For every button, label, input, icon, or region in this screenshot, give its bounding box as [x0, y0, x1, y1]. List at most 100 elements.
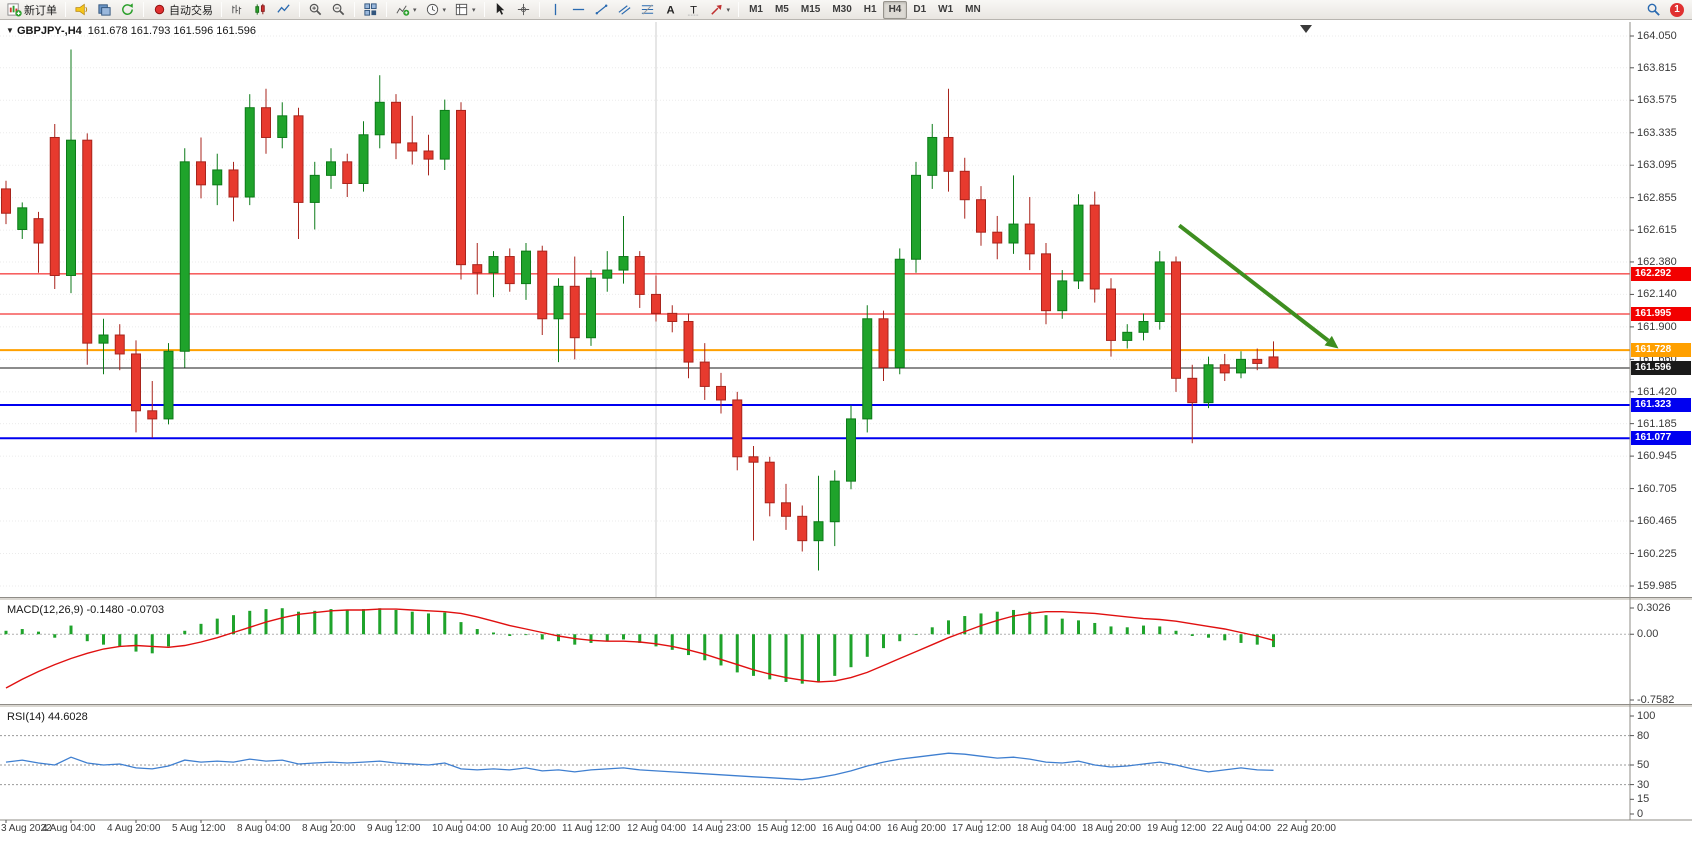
toolbar: 新订单 自动交易 ▾ ▾ ▾ A T ▾ M1 M5 M15 M30 H1 H4 D1 W1 MN 1	[0, 0, 1692, 20]
cursor-button[interactable]	[489, 1, 512, 19]
candle-body	[114, 334, 125, 355]
time-axis-label: 4 Aug 04:00	[42, 823, 96, 834]
time-axis-label: 5 Aug 12:00	[172, 823, 226, 834]
indicators-icon	[395, 2, 410, 17]
macd-bar	[1255, 634, 1259, 645]
timeframe-m30-button[interactable]: M30	[826, 1, 857, 19]
template-icon	[454, 2, 469, 17]
macd-bar	[183, 630, 187, 635]
macd-pane-splitter[interactable]	[0, 597, 1692, 601]
indicators-button[interactable]: ▾	[391, 1, 421, 19]
candle-body	[358, 134, 369, 184]
toolbar-separator	[483, 2, 485, 17]
chevron-down-icon: ▾	[413, 6, 417, 14]
toolbar-separator	[143, 2, 144, 17]
macd-axis-label: 0.00	[1637, 628, 1659, 641]
time-axis-label: 15 Aug 12:00	[757, 823, 816, 834]
timeframe-h4-button[interactable]: H4	[882, 0, 908, 19]
candle-body	[98, 334, 109, 344]
zoom-out-button[interactable]	[327, 1, 350, 19]
candle-body	[342, 161, 353, 184]
rsi-indicator-label: RSI(14) 44.6028	[7, 711, 88, 723]
macd-bar	[102, 634, 105, 645]
timeframe-m1-button[interactable]: M1	[743, 1, 769, 19]
price-tag: 161.995	[1631, 307, 1691, 322]
timeframe-d1-button[interactable]: D1	[907, 1, 932, 19]
arrows-button[interactable]: ▾	[705, 1, 735, 19]
chart-shift-marker[interactable]	[1300, 25, 1312, 33]
macd-bar	[280, 608, 284, 635]
rsi-pane-splitter[interactable]	[0, 704, 1692, 708]
label-icon: T	[686, 2, 701, 17]
candle-body	[277, 115, 288, 138]
macd-bar	[118, 634, 122, 647]
crosshair-icon	[516, 2, 531, 17]
macd-pane	[0, 608, 1630, 689]
equidistant-channel-button[interactable]	[613, 1, 636, 19]
candle-body	[651, 293, 661, 314]
rsi-name: RSI(14)	[7, 711, 45, 723]
auto-trading-button[interactable]: 自动交易	[148, 1, 217, 19]
timeframe-mn-button[interactable]: MN	[959, 1, 987, 19]
macd-bar	[297, 611, 300, 635]
fibonacci-button[interactable]	[636, 1, 659, 19]
macd-bar	[1109, 626, 1113, 635]
timeframe-d1-button-label: D1	[913, 4, 927, 15]
tile-windows-button[interactable]	[359, 1, 382, 19]
candle-body	[212, 169, 223, 186]
candle-body	[748, 456, 759, 463]
time-axis-label: 18 Aug 04:00	[1017, 823, 1076, 834]
profiles-button[interactable]	[93, 1, 116, 19]
candle-body	[244, 107, 255, 198]
price-tag: 162.292	[1631, 266, 1691, 281]
refresh-button[interactable]	[116, 1, 139, 19]
symbol-dropdown-icon[interactable]: ▼	[6, 26, 14, 35]
axis-ticks	[5, 35, 1634, 823]
text-button[interactable]: A	[659, 1, 682, 19]
candle-body	[1138, 320, 1149, 333]
macd-bar	[1174, 630, 1178, 635]
price-axis-label: 164.050	[1637, 30, 1677, 42]
horizontal-line-button[interactable]	[567, 1, 590, 19]
macd-bar	[1077, 620, 1080, 635]
candle-body	[423, 150, 434, 160]
line-chart-button[interactable]	[272, 1, 295, 19]
macd-bar	[1158, 626, 1162, 635]
candlestick-chart-button[interactable]	[249, 1, 272, 19]
text-label-button[interactable]: T	[682, 1, 705, 19]
periods-button[interactable]: ▾	[421, 1, 451, 19]
candle-body	[878, 318, 889, 368]
macd-bar	[995, 611, 999, 635]
new-order-button[interactable]: 新订单	[3, 1, 61, 19]
shapes-icon	[709, 2, 724, 17]
notification-badge[interactable]: 1	[1670, 2, 1684, 17]
macd-values: -0.1480 -0.0703	[86, 604, 165, 616]
macd-bar	[654, 634, 658, 647]
trend-arrow-annotation[interactable]	[1178, 223, 1339, 349]
timeframe-h1-button[interactable]: H1	[858, 1, 883, 19]
macd-bar	[687, 634, 690, 656]
timeframe-m15-button[interactable]: M15	[795, 1, 826, 19]
macd-bar	[475, 629, 479, 635]
bar-chart-button[interactable]	[226, 1, 249, 19]
macd-bar	[1125, 627, 1129, 635]
chevron-down-icon: ▾	[472, 6, 476, 14]
templates-button[interactable]: ▾	[450, 1, 480, 19]
timeframe-m5-button[interactable]: M5	[769, 1, 795, 19]
chart-ohlc: 161.678 161.793 161.596 161.596	[87, 25, 257, 37]
macd-bar	[410, 611, 414, 635]
crosshair-button[interactable]	[512, 1, 535, 19]
macd-bar	[378, 608, 382, 635]
zoom-in-button[interactable]	[304, 1, 327, 19]
candle-body	[261, 107, 271, 138]
macd-bar	[849, 634, 853, 668]
candle-body	[1252, 358, 1263, 364]
search-button[interactable]	[1642, 1, 1665, 19]
trendline-button[interactable]	[590, 1, 613, 19]
price-axis-label: 160.465	[1637, 515, 1677, 528]
time-axis-label: 3 Aug 2022	[1, 823, 52, 834]
vertical-line-button[interactable]	[544, 1, 567, 19]
timeframe-w1-button[interactable]: W1	[932, 1, 959, 19]
alerts-button[interactable]	[70, 1, 93, 19]
